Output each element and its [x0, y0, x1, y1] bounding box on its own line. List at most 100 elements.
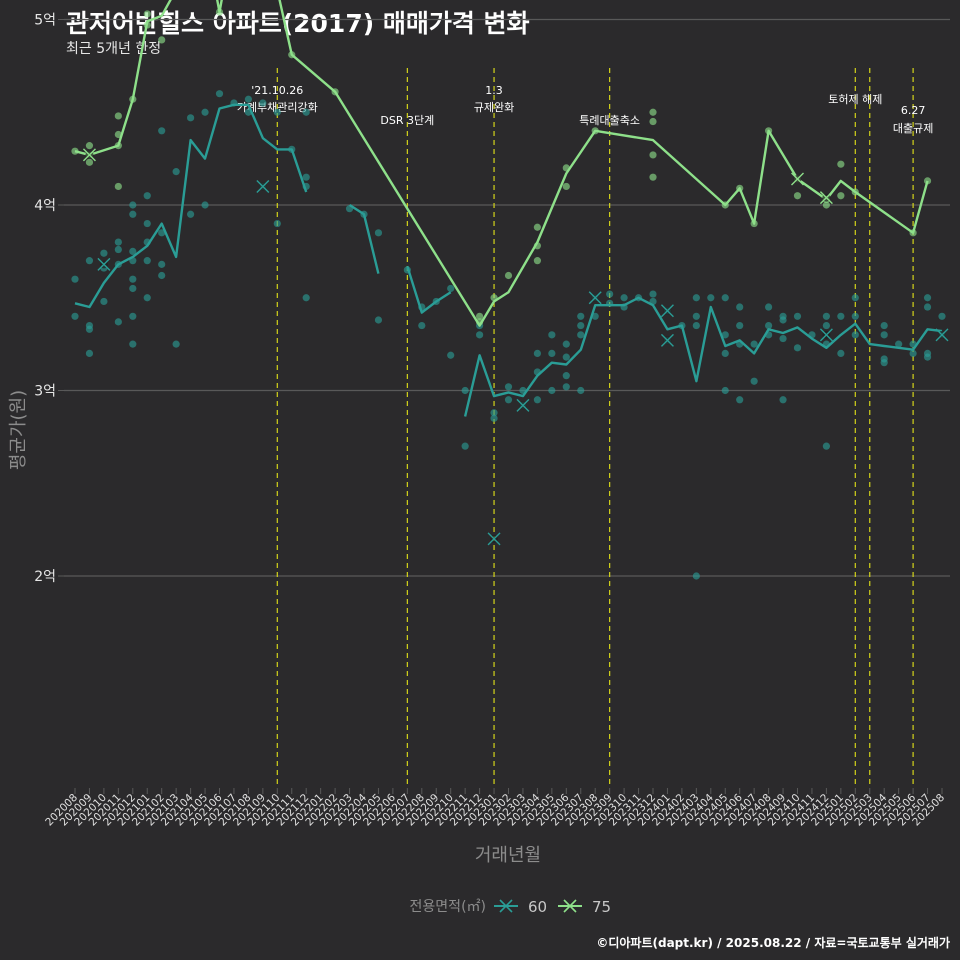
legend: 전용면적(㎡) 60 75 — [410, 898, 612, 916]
data-point — [143, 10, 151, 18]
data-point — [837, 349, 845, 357]
data-point — [71, 312, 79, 320]
data-point — [533, 223, 542, 231]
data-point — [736, 303, 744, 311]
data-point — [548, 349, 556, 357]
data-point — [504, 383, 513, 391]
data-point — [620, 294, 628, 302]
data-point — [143, 192, 151, 200]
data-point — [562, 182, 570, 191]
data-point — [129, 247, 137, 255]
data-point — [259, 99, 267, 107]
data-point — [461, 442, 469, 450]
data-point — [793, 312, 802, 320]
data-point — [129, 284, 137, 293]
series-75-cancelled — [82, 148, 833, 205]
data-point — [793, 192, 802, 200]
cancelled-marker — [516, 398, 530, 412]
data-point — [143, 257, 151, 265]
series-line — [406, 265, 452, 314]
data-point — [923, 349, 932, 357]
y-tick-label: 5억 — [34, 13, 56, 29]
data-point — [418, 321, 426, 330]
data-point — [490, 414, 498, 422]
data-point — [504, 396, 513, 404]
legend-label: 75 — [592, 898, 611, 916]
cancelled-marker — [660, 333, 674, 347]
data-point — [143, 219, 151, 228]
data-point — [302, 108, 310, 116]
cancelled-marker — [791, 172, 804, 186]
data-point — [822, 312, 831, 320]
data-point — [837, 312, 845, 320]
chart-title: 관저어반힐스 아파트(2017) 매매가격 변화 — [66, 9, 530, 38]
legend-key-marker — [563, 899, 577, 913]
data-point — [562, 383, 570, 391]
data-point — [851, 312, 859, 320]
data-point — [447, 284, 455, 293]
data-point — [880, 321, 888, 330]
data-point — [85, 142, 94, 150]
data-point — [649, 290, 657, 298]
data-point — [851, 331, 859, 339]
data-point — [923, 303, 932, 311]
data-point — [736, 321, 744, 330]
data-point — [129, 210, 137, 218]
data-point — [114, 245, 122, 254]
data-point — [461, 386, 469, 395]
data-point — [793, 344, 802, 352]
data-point — [85, 158, 94, 166]
data-point — [721, 294, 729, 302]
data-point — [533, 396, 542, 404]
data-point — [85, 257, 94, 265]
data-point — [476, 331, 484, 339]
data-point — [374, 229, 383, 237]
series-line — [463, 296, 943, 417]
legend-key-marker — [499, 899, 513, 913]
cancelled-marker — [819, 328, 833, 342]
y-tick-label: 2억 — [34, 569, 56, 585]
x-axis: 2020082020092020102020112020122021012021… — [43, 788, 947, 828]
event-label: DSR 3단계 — [380, 114, 434, 127]
event-label: '21.10.26 — [251, 84, 303, 97]
data-point — [85, 321, 94, 330]
data-point — [85, 349, 94, 357]
data-point — [273, 108, 281, 116]
cancelled-marker — [819, 191, 833, 205]
data-point — [577, 331, 585, 339]
event-label: 1.3 — [485, 84, 503, 97]
data-point — [938, 312, 946, 320]
cancelled-marker — [660, 304, 674, 318]
data-point — [721, 331, 729, 339]
data-point — [129, 340, 137, 348]
cancelled-marker — [97, 257, 111, 271]
data-point — [158, 36, 166, 44]
data-point — [736, 396, 744, 404]
data-point — [447, 351, 455, 359]
series-60-line — [74, 103, 943, 417]
event-label: 토허제 해제 — [828, 92, 882, 106]
data-point — [114, 318, 122, 326]
data-point — [114, 238, 122, 246]
data-point — [822, 201, 831, 209]
data-point — [779, 334, 787, 343]
data-point — [895, 340, 903, 348]
y-tick-label: 3억 — [34, 384, 56, 400]
data-point — [649, 173, 657, 181]
data-point — [302, 294, 310, 302]
data-point — [548, 331, 556, 339]
data-point — [577, 386, 585, 395]
data-point — [302, 173, 310, 181]
gridlines: 2억 3억 4억 5억 — [34, 13, 950, 585]
data-point — [779, 396, 787, 404]
series-75-line — [74, 0, 929, 327]
series-60-points — [71, 90, 946, 580]
data-point — [129, 201, 137, 209]
data-point — [909, 349, 917, 357]
chart-subtitle: 최근 5개년 한정 — [66, 41, 162, 57]
series-75-points — [71, 8, 932, 326]
data-point — [100, 249, 108, 257]
data-point — [822, 321, 831, 330]
data-point — [562, 353, 570, 361]
